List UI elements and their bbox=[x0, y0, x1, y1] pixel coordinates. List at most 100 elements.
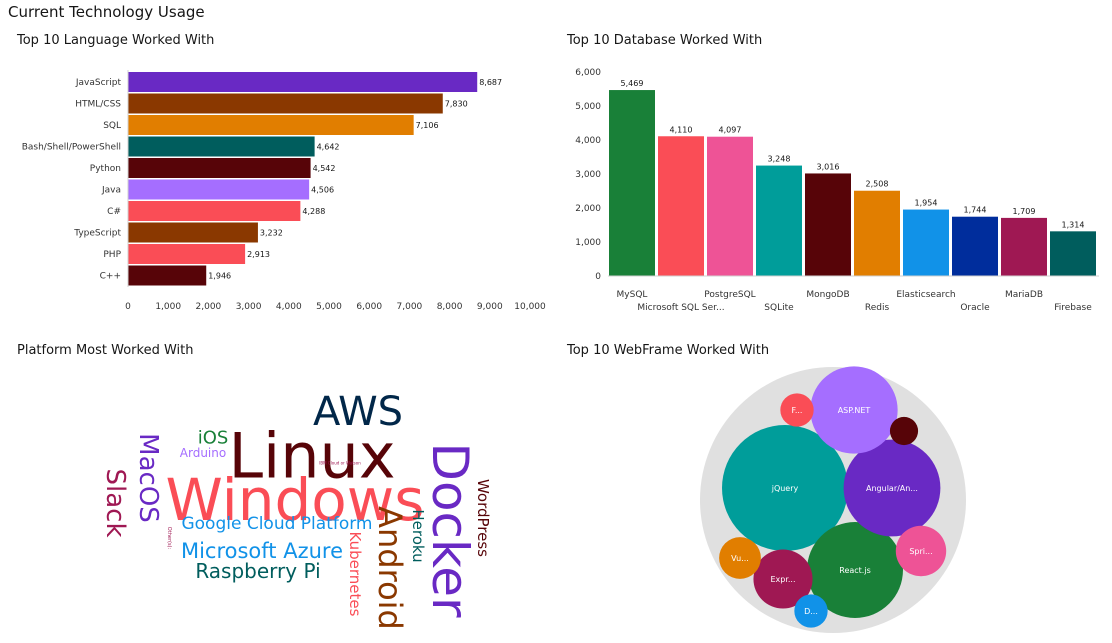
database-value-label: 5,469 bbox=[621, 79, 644, 88]
database-category-label: Oracle bbox=[960, 303, 990, 313]
language-x-tick-label: 2,000 bbox=[196, 302, 222, 312]
webframe-bubble-label: Spri... bbox=[909, 547, 932, 556]
language-value-label: 2,913 bbox=[247, 250, 270, 259]
language-value-label: 3,232 bbox=[260, 229, 283, 238]
database-bar[interactable] bbox=[952, 216, 998, 276]
webframe-bubble[interactable] bbox=[843, 439, 941, 537]
language-bar[interactable] bbox=[128, 72, 478, 92]
webframe-bubble[interactable] bbox=[794, 594, 828, 628]
language-bar[interactable] bbox=[128, 222, 258, 243]
language-category-label: JavaScript bbox=[75, 78, 122, 88]
webframe-bubble[interactable] bbox=[807, 522, 903, 618]
language-category-label: Bash/Shell/PowerShell bbox=[22, 143, 121, 153]
webframe-bubble[interactable] bbox=[719, 537, 761, 579]
webframe-bubble-label: React.js bbox=[839, 566, 871, 575]
language-bar[interactable] bbox=[128, 158, 311, 178]
language-value-label: 1,946 bbox=[208, 272, 231, 281]
language-x-tick-label: 4,000 bbox=[276, 302, 302, 312]
database-bar[interactable] bbox=[609, 90, 655, 276]
database-bar[interactable] bbox=[707, 136, 753, 276]
word-cloud-term: Heroku bbox=[409, 509, 427, 562]
database-category-label: Elasticsearch bbox=[896, 290, 955, 300]
database-value-label: 4,110 bbox=[670, 125, 693, 134]
language-x-tick-label: 0 bbox=[125, 302, 131, 312]
word-cloud-term: iOS bbox=[198, 428, 229, 449]
word-cloud-term: Raspberry Pi bbox=[195, 559, 320, 583]
webframe-bubble[interactable] bbox=[722, 425, 848, 551]
language-x-tick-label: 8,000 bbox=[437, 302, 463, 312]
language-bar[interactable] bbox=[128, 179, 310, 200]
database-category-label: PostgreSQL bbox=[704, 290, 755, 300]
database-y-tick-label: 5,000 bbox=[575, 102, 601, 112]
language-value-label: 4,288 bbox=[302, 207, 325, 216]
word-cloud-term: Other(s): bbox=[166, 527, 172, 550]
language-value-label: 4,542 bbox=[313, 164, 336, 173]
word-cloud-term: Docker bbox=[421, 442, 479, 618]
webframe-bubble-label: F... bbox=[792, 406, 803, 415]
language-chart-title: Top 10 Language Worked With bbox=[17, 33, 215, 48]
database-bar[interactable] bbox=[903, 209, 949, 276]
database-category-label: SQLite bbox=[764, 303, 794, 313]
language-category-label: Java bbox=[101, 186, 121, 196]
platform-chart-title: Platform Most Worked With bbox=[17, 343, 194, 358]
language-category-label: Python bbox=[90, 164, 121, 174]
webframe-bubble[interactable] bbox=[810, 366, 898, 454]
language-category-label: C++ bbox=[100, 272, 121, 282]
database-y-tick-label: 3,000 bbox=[575, 170, 601, 180]
webframe-bubble-label: Angular/An... bbox=[866, 484, 918, 493]
language-x-tick-label: 7,000 bbox=[397, 302, 423, 312]
webframe-bubble[interactable] bbox=[889, 416, 919, 446]
database-value-label: 2,508 bbox=[866, 180, 889, 189]
language-category-label: TypeScript bbox=[73, 229, 121, 239]
database-bar[interactable] bbox=[1050, 231, 1096, 276]
database-chart-title: Top 10 Database Worked With bbox=[567, 33, 763, 48]
database-value-label: 1,744 bbox=[964, 206, 987, 215]
database-y-tick-label: 6,000 bbox=[575, 68, 601, 78]
database-value-label: 3,248 bbox=[768, 155, 791, 164]
language-category-label: SQL bbox=[103, 121, 121, 131]
database-category-label: MySQL bbox=[617, 290, 648, 300]
word-cloud-term: AWS bbox=[313, 389, 403, 435]
database-bar[interactable] bbox=[1001, 217, 1047, 276]
database-value-label: 1,954 bbox=[915, 199, 938, 208]
database-value-label: 4,097 bbox=[719, 126, 742, 135]
database-y-tick-label: 1,000 bbox=[575, 238, 601, 248]
database-bar[interactable] bbox=[805, 173, 851, 276]
language-bar[interactable] bbox=[128, 201, 301, 221]
word-cloud-term: Kubernetes bbox=[346, 532, 364, 617]
word-cloud-term: MacOS bbox=[133, 433, 163, 523]
database-bar[interactable] bbox=[854, 190, 900, 276]
language-value-label: 7,830 bbox=[445, 100, 468, 109]
database-bar[interactable] bbox=[658, 136, 704, 276]
webframe-bubble[interactable] bbox=[895, 525, 947, 577]
language-value-label: 4,642 bbox=[317, 143, 340, 152]
webframe-bubble-label: Vu... bbox=[731, 554, 749, 563]
database-category-label: Microsoft SQL Ser... bbox=[637, 303, 724, 313]
dashboard-title: Current Technology Usage bbox=[8, 3, 205, 21]
language-category-label: HTML/CSS bbox=[75, 100, 121, 110]
webframe-bubble-label: D... bbox=[804, 607, 818, 616]
language-x-tick-label: 3,000 bbox=[236, 302, 262, 312]
database-y-tick-label: 2,000 bbox=[575, 204, 601, 214]
language-value-label: 4,506 bbox=[311, 186, 334, 195]
language-bar[interactable] bbox=[128, 93, 443, 114]
word-cloud-term: Windows bbox=[166, 466, 425, 534]
word-cloud-term: Google Cloud Platform bbox=[181, 514, 372, 534]
language-bar[interactable] bbox=[128, 115, 414, 135]
language-x-tick-label: 6,000 bbox=[356, 302, 382, 312]
word-cloud-term: IBM Cloud or Watson bbox=[319, 461, 361, 466]
database-bar[interactable] bbox=[756, 165, 802, 276]
webframe-bubble-label: ASP.NET bbox=[838, 406, 871, 415]
webframe-bubble[interactable] bbox=[753, 549, 813, 609]
language-value-label: 8,687 bbox=[479, 78, 502, 87]
language-bar[interactable] bbox=[128, 265, 207, 286]
language-bar[interactable] bbox=[128, 136, 315, 157]
webframe-bubble[interactable] bbox=[780, 393, 814, 427]
language-x-tick-label: 10,000 bbox=[514, 302, 546, 312]
word-cloud-term: Slack bbox=[100, 468, 130, 537]
language-bar[interactable] bbox=[128, 244, 246, 264]
webframe-bubble-label: Expr... bbox=[770, 575, 795, 584]
